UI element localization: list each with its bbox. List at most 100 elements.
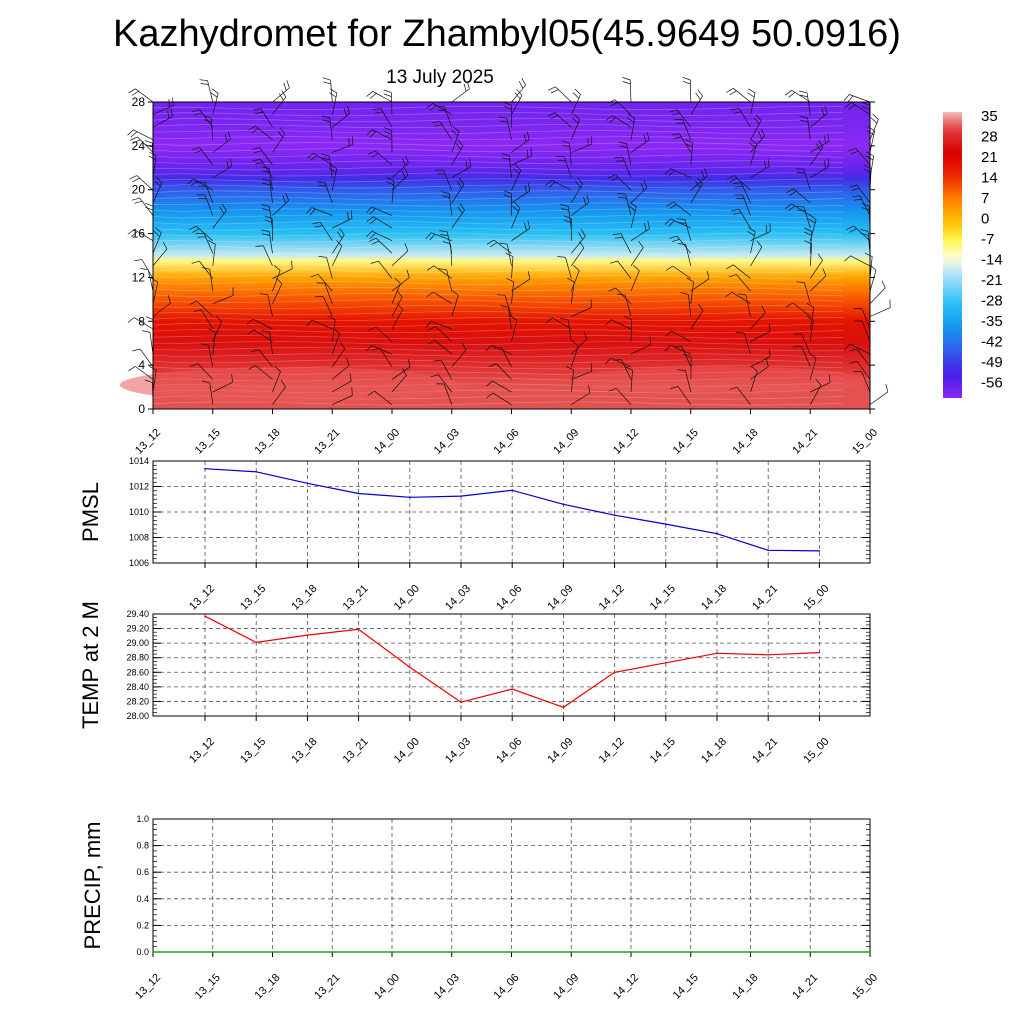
x-tick-label: 14_18 (699, 583, 729, 613)
wind-barb (391, 359, 411, 380)
wind-barb (200, 343, 214, 367)
temperature-contours (120, 106, 870, 406)
wind-barb (854, 320, 871, 342)
wind-barb (685, 139, 694, 166)
wind-barb (187, 178, 213, 191)
wind-barb (366, 230, 393, 242)
temperature-contour (152, 142, 844, 147)
temperature-contour (152, 274, 844, 279)
wind-barb (750, 128, 766, 153)
temperature-contour (152, 329, 844, 334)
temperature-contour (152, 286, 844, 291)
wind-barb (690, 89, 703, 115)
wind-barb (128, 366, 154, 380)
colorbar-label: -56 (981, 375, 1003, 392)
y-axis-label: PRECIP, mm (80, 822, 105, 950)
wind-barb (503, 102, 512, 128)
wind-barb (556, 156, 572, 178)
wind-barb (690, 303, 704, 330)
temperature-contour (152, 323, 844, 328)
wind-barb (391, 269, 410, 292)
wind-barb (786, 188, 811, 204)
wind-barb (808, 214, 817, 241)
wind-barb (664, 218, 691, 229)
x-tick-label: 13_15 (193, 427, 223, 457)
temperature-contour (152, 112, 844, 117)
data-point (630, 951, 632, 953)
cross-section-x-axis: 13_12 13_15 13_18 13_21 14_00 14_03 14_06 14_09… (133, 409, 880, 457)
x-tick-label: 14_00 (372, 427, 402, 457)
wind-barb (272, 260, 293, 279)
wind-barb (426, 102, 452, 115)
wind-barb (327, 315, 336, 342)
wind-barb (618, 141, 632, 166)
wind-barb (152, 227, 162, 254)
wind-barb (853, 371, 871, 393)
wind-barb (796, 205, 811, 229)
wind-barb (608, 387, 632, 405)
wind-barb (199, 79, 214, 103)
wind-barb (547, 112, 572, 128)
wind-barb (197, 194, 214, 216)
pmsl-panel: 1006 1008 1010 1012 1014 13_12 13_15 13_18 13_21… (78, 456, 871, 613)
temperature-contour (152, 305, 844, 309)
wind-barb (682, 76, 692, 103)
temperature-contour (152, 196, 844, 201)
wind-barb (272, 127, 286, 153)
wind-barb (368, 150, 393, 166)
data-point (204, 615, 206, 617)
temperature-contour (152, 172, 844, 177)
wind-barb (251, 147, 273, 166)
y-tick-label: 12 (132, 270, 146, 284)
colorbar-swatch (943, 112, 962, 398)
wind-barb (486, 392, 512, 405)
wind-barb (318, 256, 333, 279)
wind-barb (630, 132, 650, 153)
wind-barb (729, 386, 751, 405)
data-point (306, 634, 309, 636)
wind-barb (728, 274, 751, 292)
y-tick-label: 29.20 (126, 624, 149, 634)
wind-barb (608, 287, 632, 304)
wind-barb (391, 155, 409, 178)
wind-barb (425, 321, 452, 330)
temperature-contour (152, 160, 844, 165)
wind-barb (261, 204, 273, 229)
y-tick-label: 28.80 (126, 653, 149, 663)
data-point (869, 951, 871, 953)
y-tick-label: 0.4 (136, 894, 149, 904)
wind-barb (630, 265, 640, 292)
wind-barb (262, 178, 273, 203)
data-point (255, 471, 257, 473)
wind-barb (190, 363, 214, 380)
wind-barb (848, 147, 871, 166)
wind-barb (332, 372, 352, 393)
x-tick-label: 13_21 (312, 972, 342, 1002)
x-tick-label: 14_21 (750, 583, 780, 613)
y-tick-label: 1.0 (136, 814, 149, 824)
wind-barb (432, 120, 453, 140)
wind-barb (796, 281, 811, 304)
wind-barb (810, 268, 827, 292)
x-tick-label: 13_12 (187, 736, 217, 766)
data-point (665, 523, 667, 525)
wind-barb (669, 235, 692, 254)
wind-barb (386, 177, 395, 203)
wind-barb (566, 366, 575, 393)
wind-barb (570, 265, 580, 292)
wind-barb (511, 202, 521, 229)
wind-barb (366, 90, 393, 103)
x-tick-label: 14_06 (494, 736, 524, 766)
wind-barb (750, 158, 770, 178)
wind-barb (844, 102, 871, 115)
wind-barb (451, 81, 470, 103)
temperature-contour (152, 250, 844, 255)
wind-barb (630, 180, 648, 204)
wind-barb (201, 267, 214, 292)
wind-barb (571, 299, 592, 317)
warm-surface-patch (120, 366, 460, 403)
wind-barb (332, 357, 350, 380)
wind-barb (607, 174, 632, 191)
x-tick-label: 15_00 (850, 427, 880, 457)
